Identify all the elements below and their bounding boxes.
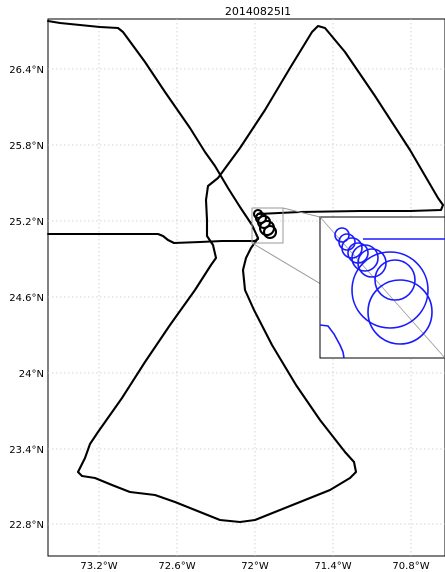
inset-diagonal (319, 216, 445, 359)
track-segment-west-leg (46, 232, 260, 245)
inset-loop (351, 251, 429, 329)
track-segment-triangle-east (76, 24, 445, 524)
lon-tick-label: 72°W (241, 561, 269, 572)
connector-line (282, 207, 321, 218)
lon-tick-label: 72.6°W (158, 561, 195, 572)
lat-tick-label: 25.8°N (9, 141, 44, 152)
map-title: 20140825I1 (225, 5, 291, 18)
inset-loop (338, 233, 356, 251)
inset-loop (351, 244, 379, 272)
inset-track-south (319, 324, 345, 359)
inset-loop (374, 259, 416, 301)
track-loop (262, 224, 278, 240)
lat-tick-label: 24.6°N (9, 293, 44, 304)
lon-tick-label: 70.8°W (392, 561, 429, 572)
zoom-region-box (251, 207, 284, 244)
lon-axis: 73.2°W 72.6°W 72°W 71.4°W 70.8°W (80, 561, 429, 572)
lat-tick-label: 23.4°N (9, 445, 44, 456)
lat-tick-label: 25.2°N (9, 217, 44, 228)
lat-axis: 26.4°N 25.8°N 25.2°N 24.6°N 24°N 23.4°N … (9, 65, 44, 531)
lon-tick-label: 73.2°W (80, 561, 117, 572)
inset-loop (367, 279, 433, 345)
lat-tick-label: 22.8°N (9, 520, 44, 531)
lat-tick-label: 26.4°N (9, 65, 44, 76)
inset-loop (357, 248, 387, 278)
track-segment-nw-leg (46, 19, 260, 240)
inset-zoom-panel (319, 216, 445, 359)
lon-tick-label: 71.4°W (314, 561, 351, 572)
lat-tick-label: 24°N (19, 369, 44, 380)
flight-track (46, 19, 445, 524)
